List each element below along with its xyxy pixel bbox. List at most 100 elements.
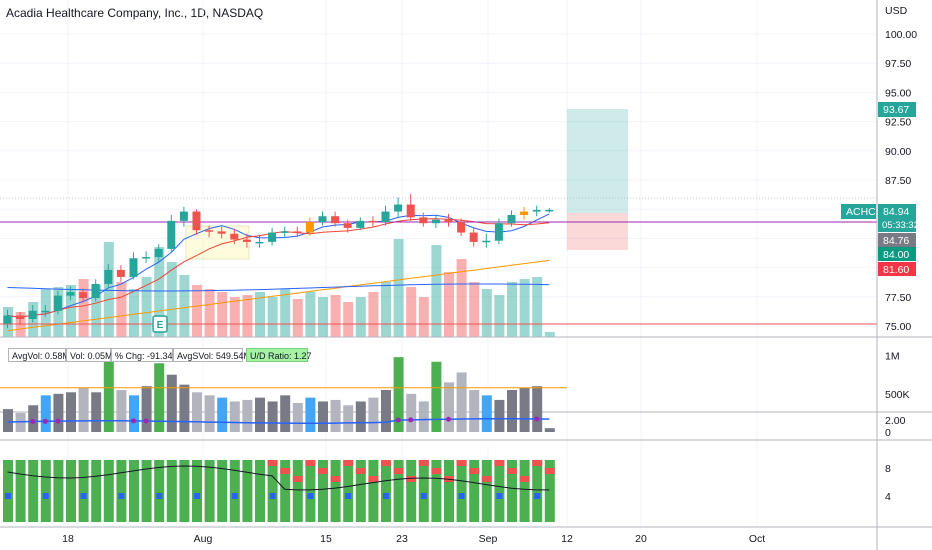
time-tick: 23 xyxy=(396,533,408,545)
price-tick: 77.50 xyxy=(885,292,911,304)
symbol-label: ACHC xyxy=(846,206,876,218)
count-marker xyxy=(307,493,314,499)
candle-body xyxy=(142,257,151,259)
overlay-volume-bar xyxy=(393,239,404,337)
overlay-volume-bar xyxy=(368,292,379,337)
overlay-volume-bar xyxy=(66,285,76,337)
overlay-volume-bar xyxy=(204,289,215,337)
count-segment xyxy=(481,476,492,482)
candle-body xyxy=(381,211,390,223)
count-bar xyxy=(242,460,253,522)
candle-body xyxy=(255,241,264,244)
volume-bar xyxy=(368,397,379,432)
count-bar xyxy=(292,460,303,522)
count-segment xyxy=(330,476,341,482)
volume-bar xyxy=(481,395,492,432)
earnings-marker[interactable]: E xyxy=(152,315,168,333)
candle-body xyxy=(343,223,352,228)
count-bar xyxy=(3,460,13,522)
overlay-volume-bar xyxy=(129,289,139,337)
count-segment xyxy=(305,460,316,466)
overlay-volume-bar xyxy=(381,282,391,337)
overlay-volume-bar xyxy=(280,289,291,337)
overlay-volume-bar xyxy=(103,242,114,337)
count-marker xyxy=(194,493,200,499)
volume-bar xyxy=(393,357,404,432)
overlay-volume-bar xyxy=(91,285,102,337)
count-bar xyxy=(507,460,517,522)
range-box-drawing[interactable] xyxy=(185,225,250,260)
count-marker xyxy=(534,493,541,499)
candle-body xyxy=(545,209,554,212)
prev-price: 84.76 xyxy=(883,235,909,247)
ma-fast-line xyxy=(7,213,550,318)
prev-price-tag: 84.76 xyxy=(878,233,916,247)
target-price: 93.67 xyxy=(883,104,909,116)
time-tick: 15 xyxy=(320,533,332,545)
ratio-dot xyxy=(42,418,48,424)
volume-bar xyxy=(494,399,505,432)
count-bar xyxy=(66,460,76,522)
ratio-dot xyxy=(30,419,36,425)
overlay-volume-bar xyxy=(292,299,303,337)
count-bar xyxy=(519,460,530,522)
candle-body xyxy=(129,258,138,277)
volume-bar xyxy=(91,392,102,432)
volume-bar xyxy=(318,401,328,432)
time-tick: Aug xyxy=(194,533,213,545)
volume-bar xyxy=(116,390,127,432)
count-bar xyxy=(28,460,39,522)
volume-bar xyxy=(280,395,291,432)
price-tick: 90.00 xyxy=(885,146,911,158)
candle-body xyxy=(280,231,289,233)
volume-bar xyxy=(431,361,442,432)
count-bar xyxy=(305,460,316,522)
count-bar xyxy=(267,460,278,522)
count-segment xyxy=(532,460,543,466)
long-position-tool[interactable] xyxy=(567,109,628,250)
ratio-pane xyxy=(7,416,550,425)
ratio-dot xyxy=(143,418,149,424)
candle-body xyxy=(205,230,214,232)
time-axis[interactable]: 18 Aug 15 23 Sep 12 20 Oct xyxy=(62,533,765,545)
count-marker xyxy=(420,493,427,499)
position-stop-zone xyxy=(567,213,628,250)
volume-bar xyxy=(53,393,64,432)
overlay-volume-bar xyxy=(494,295,505,337)
stat-vol: Vol: 0.05M xyxy=(66,348,113,362)
count-bar xyxy=(418,460,429,522)
count-bar xyxy=(141,460,152,522)
count-bar xyxy=(103,460,114,522)
volume-bar xyxy=(469,390,480,432)
count-tick: 8 xyxy=(885,463,891,475)
count-segment xyxy=(544,468,555,474)
price-axis[interactable]: 100.0097.5095.0092.5090.0087.5080.0077.5… xyxy=(885,29,917,333)
candle-body xyxy=(16,315,25,319)
price-tick: 95.00 xyxy=(885,87,911,99)
count-bar xyxy=(406,460,417,522)
count-marker xyxy=(80,493,87,499)
last-price: 84.94 xyxy=(883,206,909,218)
ratio-dot xyxy=(395,417,401,423)
price-tick: 87.50 xyxy=(885,175,911,187)
volume-axis: 1M 500K 0 xyxy=(885,351,910,439)
count-segment xyxy=(507,468,517,474)
overlay-volume-bar xyxy=(318,297,328,337)
volume-bar xyxy=(179,384,190,432)
count-bar xyxy=(192,460,202,522)
candle-body xyxy=(268,232,277,242)
overlay-volume-bar xyxy=(154,247,165,337)
overlay-volume-bar xyxy=(355,297,366,337)
count-segment xyxy=(318,468,328,474)
ratio-dot xyxy=(55,418,61,424)
candle-body xyxy=(154,248,163,258)
volume-bar xyxy=(456,372,467,432)
count-segment xyxy=(469,468,480,474)
overlay-volume-bar xyxy=(141,277,152,337)
moving-averages xyxy=(7,213,550,332)
volume-bar xyxy=(66,392,76,432)
count-bar xyxy=(179,460,190,522)
ratio-dot xyxy=(534,416,540,422)
count-segment xyxy=(519,476,530,482)
